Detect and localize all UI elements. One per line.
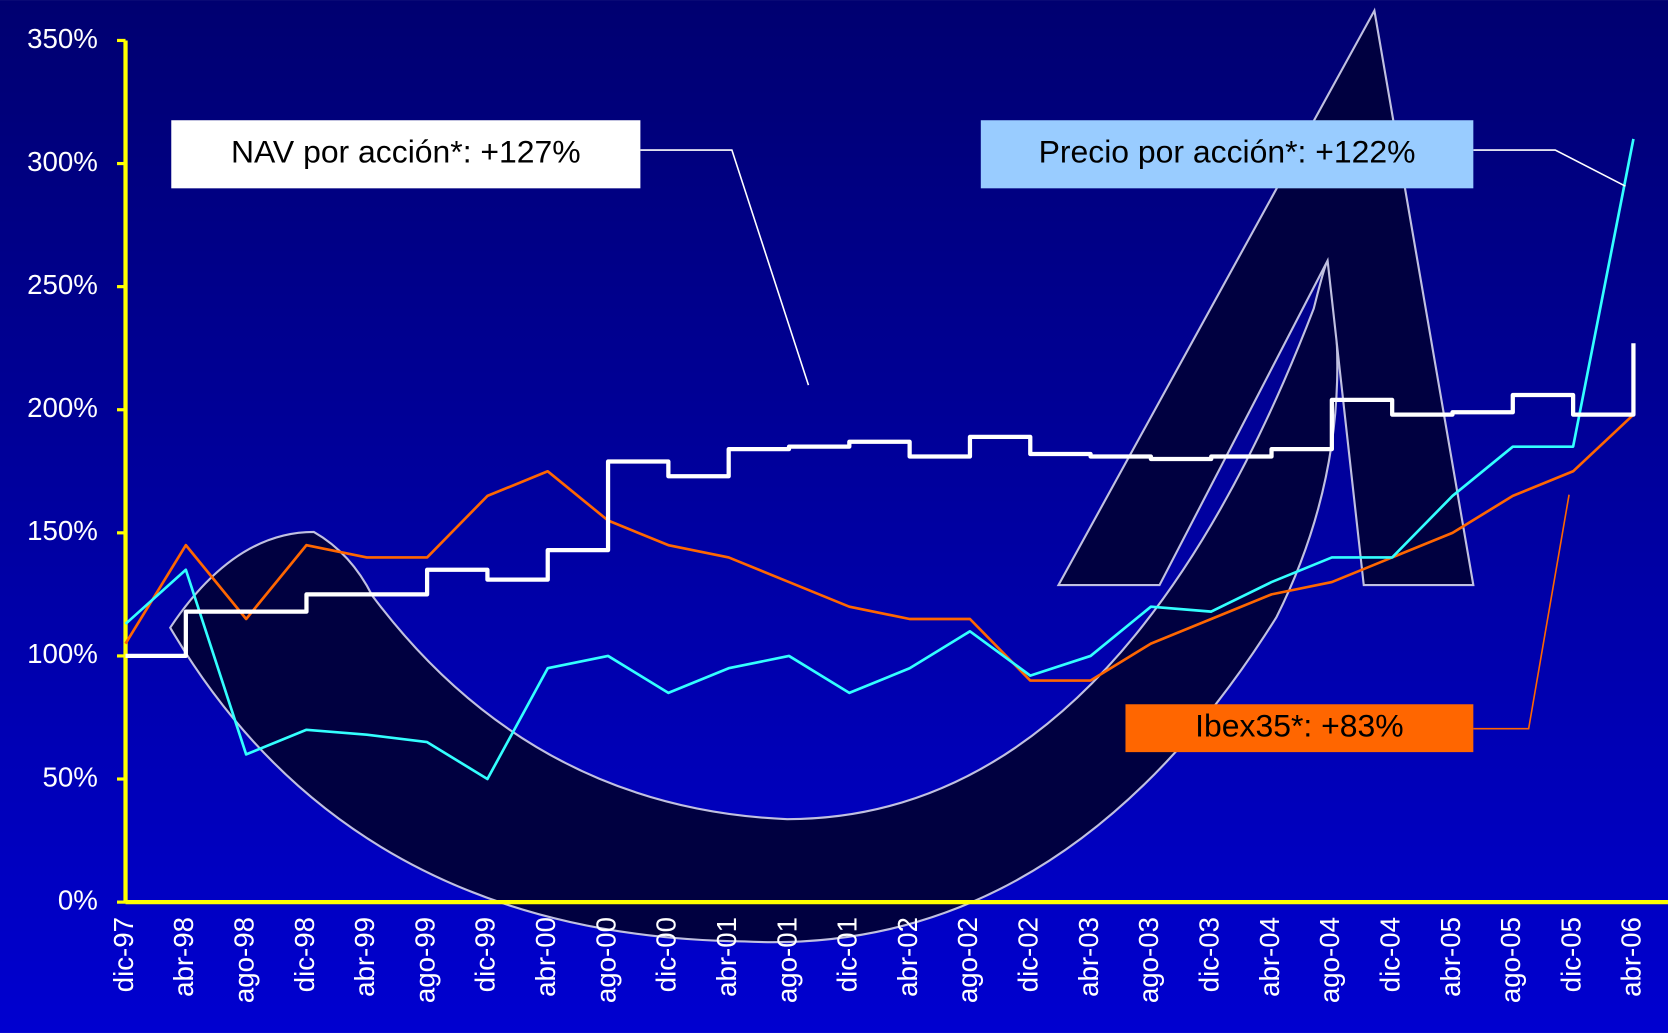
x-tick-label: ago-00: [590, 917, 621, 1003]
y-tick-label: 300%: [27, 146, 98, 177]
series-line: [124, 413, 1635, 682]
x-tick-label: dic-98: [289, 917, 320, 992]
annotation-text: Precio por acción*: +122%: [1039, 134, 1416, 170]
plot: 0% 50% 100% 150% 200% 250% 300% 350% dic-97 abr-9…: [27, 23, 1668, 1003]
leader-line: [1473, 149, 1626, 187]
x-tick-label: abr-04: [1254, 917, 1285, 997]
annotation-box: [1125, 704, 1474, 753]
x-tick-label: abr-98: [168, 917, 199, 997]
x-tick-label: dic-02: [1013, 917, 1044, 992]
annotation-text: Ibex35*: +83%: [1195, 708, 1403, 744]
x-tick-label: dic-05: [1555, 917, 1586, 992]
y-tick-label: 350%: [27, 23, 98, 54]
x-tick-label: abr-05: [1435, 917, 1466, 997]
series-line: [125, 343, 1636, 659]
y-tick-label: 200%: [27, 392, 98, 423]
x-tick-label: ago-01: [771, 917, 802, 1003]
y-tick-label: 50%: [43, 761, 98, 792]
annotation-box: [980, 120, 1474, 189]
x-tick-label: dic-97: [108, 917, 139, 992]
y-tick-label: 250%: [27, 269, 98, 300]
annotation-box: [171, 120, 641, 189]
x-tick-label: ago-04: [1314, 917, 1345, 1003]
x-tick-label: ago-98: [228, 917, 259, 1003]
y-tick-label: 150%: [27, 515, 98, 546]
y-tick-label: 100%: [27, 638, 98, 669]
x-tick-label: ago-03: [1133, 917, 1164, 1003]
x-tick-label: abr-99: [349, 917, 380, 997]
leader-line: [1473, 494, 1570, 730]
annotation-text: NAV por acción*: +127%: [231, 134, 581, 170]
x-tick-label: abr-00: [530, 917, 561, 997]
x-tick-label: dic-04: [1374, 917, 1405, 992]
x-tick-label: dic-03: [1194, 917, 1225, 992]
x-tick-label: abr-02: [892, 917, 923, 997]
x-tick-label: dic-01: [832, 917, 863, 992]
x-tick-label: ago-99: [409, 917, 440, 1003]
x-tick-label: dic-99: [470, 917, 501, 992]
x-tick-label: abr-01: [711, 917, 742, 997]
x-tick-label: abr-06: [1616, 917, 1647, 997]
x-tick-label: ago-05: [1495, 917, 1526, 1003]
x-tick-label: dic-00: [651, 917, 682, 992]
leader-line: [640, 149, 810, 386]
y-tick-label: 0%: [58, 884, 98, 915]
x-tick-label: ago-02: [952, 917, 983, 1003]
series-line: [124, 138, 1635, 781]
annotations: NAV por acción*: +127% Precio por acción*…: [171, 120, 1626, 753]
x-tick-label: abr-03: [1073, 917, 1104, 997]
